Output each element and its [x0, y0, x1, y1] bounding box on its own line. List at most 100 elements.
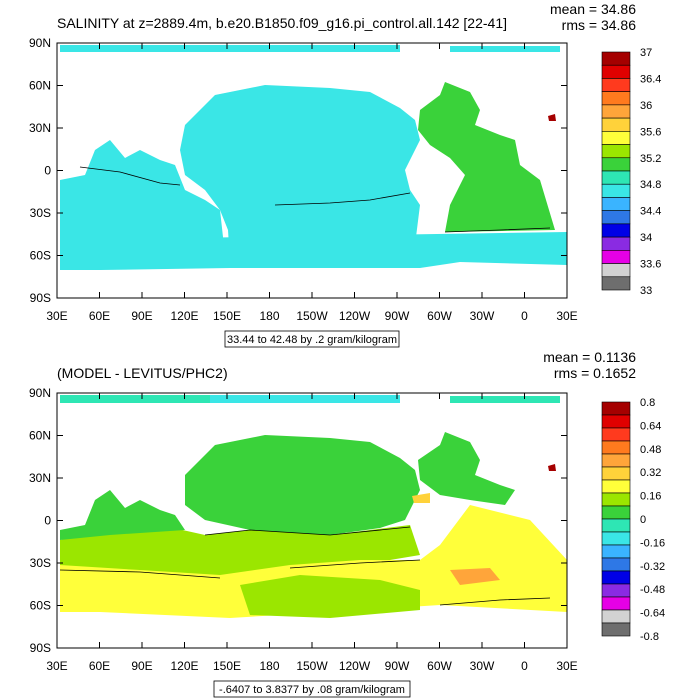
y-tick-label: 60N: [29, 429, 51, 443]
x-tick-label: 0: [521, 309, 528, 323]
panel2-footer-box: [213, 680, 411, 698]
colorbar-swatch: [601, 117, 631, 132]
panel1-colorbar: 37 36.4 36 35.6 35.2 34.8 34.4 34 33.6 33: [601, 47, 661, 297]
colorbar-label: 35.2: [640, 153, 661, 165]
panel2-rms: rms = 0.1652: [554, 365, 636, 381]
x-tick-label: 90W: [385, 659, 410, 673]
colorbar-swatch: [601, 78, 631, 92]
colorbar-label: 0.64: [640, 420, 661, 432]
x-tick-label: 180: [259, 659, 279, 673]
colorbar-label: 0: [640, 514, 646, 526]
x-tick-label: 60W: [427, 659, 452, 673]
colorbar-swatch: [601, 557, 631, 572]
colorbar-swatch: [601, 479, 631, 494]
panel1-footer: 33.44 to 42.48 by .2 gram/kilogram: [227, 334, 397, 346]
region-mediterranean: [548, 114, 556, 121]
panel2-y-axis: 90N 60N 30N 0 30S 60S 90S: [29, 386, 567, 655]
panel1-title: SALINITY at z=2889.4m, b.e20.B1850.f09_g…: [57, 15, 507, 31]
colorbar-swatch: [601, 531, 631, 546]
x-tick-label: 180: [259, 309, 279, 323]
panel2-title: (MODEL - LEVITUS/PHC2): [57, 365, 228, 381]
colorbar-swatch: [601, 263, 631, 278]
y-tick-label: 60S: [30, 599, 51, 613]
colorbar-label: 0.16: [640, 491, 661, 503]
y-tick-label: 90N: [29, 386, 51, 400]
panel1-map: [57, 43, 567, 298]
y-tick-label: 60S: [30, 249, 51, 263]
colorbar-label: -0.16: [640, 537, 665, 549]
region-pacific: [180, 85, 420, 262]
colorbar-swatch: [601, 197, 631, 211]
region-north-pacific: [185, 435, 420, 535]
panel1-mean: mean = 34.86: [550, 1, 636, 17]
panel-salinity: SALINITY at z=2889.4m, b.e20.B1850.f09_g…: [29, 1, 661, 348]
colorbar-swatch: [601, 401, 631, 416]
x-tick-label: 120E: [170, 309, 198, 323]
region-southern-ocean: [60, 232, 567, 270]
colorbar-label: 35.6: [640, 126, 661, 138]
region-atlantic: [418, 82, 555, 232]
colorbar-swatch: [601, 223, 631, 238]
colorbar-swatch: [601, 183, 631, 198]
x-tick-label: 30W: [470, 659, 495, 673]
x-tick-label: 30E: [556, 659, 577, 673]
panel1-y-axis: 90N 60N 30N 0 30S 60S 90S: [29, 36, 567, 305]
x-tick-label: 150W: [296, 659, 328, 673]
colorbar-label: -0.8: [640, 631, 659, 643]
x-tick-label: 150E: [213, 309, 241, 323]
x-tick-label: 30E: [556, 309, 577, 323]
x-tick-label: 90E: [131, 309, 152, 323]
colorbar-swatch: [601, 170, 631, 185]
colorbar-swatch: [601, 492, 631, 507]
colorbar-label: 0.8: [640, 397, 655, 409]
y-tick-label: 90S: [30, 641, 51, 655]
colorbar-swatch: [601, 51, 631, 66]
y-tick-label: 30N: [29, 471, 51, 485]
colorbar-swatch: [601, 236, 631, 251]
panel1-x-axis: 30E 60E 90E 120E 150E 180 150W 120W 90W 60W 30W 0 30…: [46, 43, 578, 323]
colorbar-label: 33.6: [640, 259, 661, 271]
region-arctic: [60, 45, 400, 52]
region-southern-ocean-diff: [60, 505, 567, 618]
colorbar-swatch: [601, 609, 631, 624]
x-tick-label: 0: [521, 659, 528, 673]
x-tick-label: 30W: [470, 309, 495, 323]
colorbar-swatch: [601, 276, 631, 291]
region-atlantic-diff: [418, 432, 515, 505]
x-tick-label: 120W: [339, 659, 371, 673]
colorbar-swatch: [601, 104, 631, 119]
colorbar-label: -0.32: [640, 561, 665, 573]
x-tick-label: 60E: [89, 309, 110, 323]
panel2-x-axis: 30E 60E 90E 120E 150E 180 150W 120W 90W 60W 30W 0 30…: [46, 393, 578, 673]
colorbar-swatch: [601, 505, 631, 520]
colorbar-label: 0.48: [640, 444, 661, 456]
region-arctic-diff: [60, 395, 210, 403]
colorbar-swatch: [601, 596, 631, 611]
panel2-colorbar: 0.8 0.64 0.48 0.32 0.16 0 -0.16 -0.32 -0.48 -0.64…: [601, 397, 665, 643]
y-tick-label: 90N: [29, 36, 51, 50]
contour-line: [79, 166, 551, 233]
x-tick-label: 60W: [427, 309, 452, 323]
colorbar-label: 34.4: [640, 206, 661, 218]
x-tick-label: 90E: [131, 659, 152, 673]
colorbar-label: 0.32: [640, 467, 661, 479]
colorbar-swatch: [601, 131, 631, 145]
x-tick-label: 120E: [170, 659, 198, 673]
panel2-footer: -.6407 to 3.8377 by .08 gram/kilogram: [219, 684, 405, 696]
colorbar-swatch: [601, 544, 631, 559]
colorbar-label: 36: [640, 100, 652, 112]
colorbar-swatch: [601, 453, 631, 468]
region-indian: [60, 140, 225, 262]
colorbar-swatch: [601, 518, 631, 533]
colorbar-swatch: [601, 157, 631, 172]
colorbar-swatch: [601, 427, 631, 442]
y-tick-label: 30S: [30, 556, 51, 570]
colorbar-swatch: [601, 414, 631, 429]
colorbar-label: -0.48: [640, 584, 665, 596]
x-tick-label: 120W: [339, 309, 371, 323]
y-tick-label: 30S: [30, 206, 51, 220]
panel1-rms: rms = 34.86: [562, 17, 637, 33]
colorbar-swatch: [601, 466, 631, 481]
colorbar-swatch: [601, 250, 631, 264]
